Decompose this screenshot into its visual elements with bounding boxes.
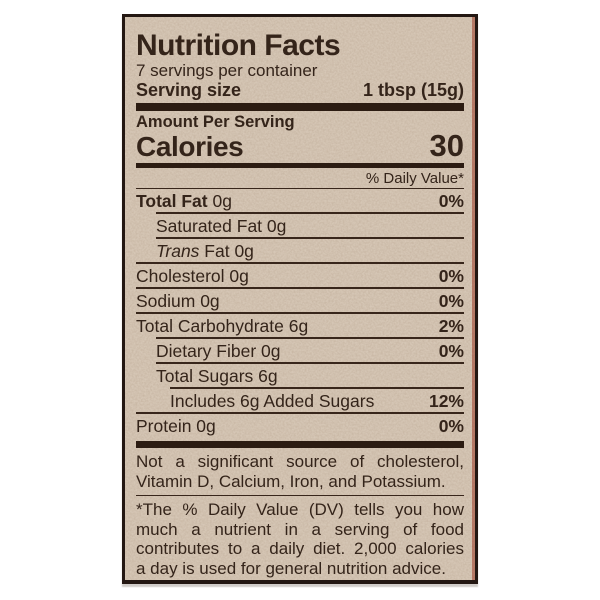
nutrient-row-dietary-fiber: Dietary Fiber 0g 0% bbox=[136, 339, 464, 364]
nutrient-value: 12% bbox=[428, 391, 464, 411]
nutrient-value: 0% bbox=[438, 291, 464, 311]
nutrient-value: 0% bbox=[438, 341, 464, 361]
label-title: Nutrition Facts bbox=[136, 29, 341, 62]
nutrient-name: Dietary Fiber 0g bbox=[156, 341, 281, 361]
serving-size-value: 1 tbsp (15g) bbox=[362, 80, 464, 100]
nutrient-name: Sodium 0g bbox=[136, 291, 220, 311]
nutrient-row-added-sugars: Includes 6g Added Sugars 12% bbox=[136, 389, 464, 414]
servings-per-container: 7 servings per container bbox=[136, 61, 318, 80]
label-content: Nutrition Facts 7 servings per container… bbox=[125, 31, 475, 594]
nutrient-row-trans-fat: Trans Fat 0g bbox=[136, 239, 464, 264]
nutrient-name: Total Sugars 6g bbox=[156, 366, 278, 386]
nutrient-name: Includes 6g Added Sugars bbox=[170, 391, 375, 411]
amount-per-serving: Amount Per Serving bbox=[136, 113, 295, 131]
nutrition-facts-label: Nutrition Facts 7 servings per container… bbox=[122, 14, 478, 584]
calories-value: 30 bbox=[429, 128, 464, 163]
calories-row: Calories 30 bbox=[136, 128, 464, 163]
daily-value-footnote: *The % Daily Value (DV) tells you how mu… bbox=[136, 500, 464, 578]
footnote-line: contributes to a daily diet. 2,000 calor… bbox=[136, 539, 464, 558]
nutrient-name: Cholesterol 0g bbox=[136, 266, 249, 286]
nutrient-name: Total Fat 0g bbox=[136, 191, 232, 211]
thick-divider-bottom bbox=[136, 441, 464, 448]
nutrient-name: Total Carbohydrate 6g bbox=[136, 316, 309, 336]
note-line: Not a significant source of cholesterol, bbox=[136, 452, 464, 471]
nutrient-row-total-fat: Total Fat 0g 0% bbox=[136, 189, 464, 214]
thick-divider-top bbox=[136, 103, 464, 111]
nutrient-name: Saturated Fat 0g bbox=[156, 216, 287, 236]
footnote-line: much a nutrient in a serving of food bbox=[136, 519, 464, 539]
nutrient-value: 0% bbox=[438, 416, 464, 436]
serving-size-row: Serving size 1 tbsp (15g) bbox=[136, 80, 464, 100]
nutrient-value: 0% bbox=[438, 266, 464, 286]
nutrient-row-cholesterol: Cholesterol 0g 0% bbox=[136, 264, 464, 289]
footnote-line: a day is used for general nutrition advi… bbox=[136, 558, 446, 578]
serving-size-label: Serving size bbox=[136, 80, 242, 100]
nutrient-row-saturated-fat: Saturated Fat 0g bbox=[136, 214, 464, 239]
nutrient-value: 0% bbox=[438, 191, 464, 211]
daily-value-header: % Daily Value* bbox=[136, 170, 464, 189]
nutrient-name: Trans Fat 0g bbox=[156, 241, 254, 261]
nutrient-row-protein: Protein 0g 0% bbox=[136, 414, 464, 439]
nutrient-row-total-carbohydrate: Total Carbohydrate 6g 2% bbox=[136, 314, 464, 339]
calories-label: Calories bbox=[136, 131, 244, 162]
nutrient-row-sodium: Sodium 0g 0% bbox=[136, 289, 464, 314]
nutrient-value: 2% bbox=[438, 316, 464, 336]
note-line: Vitamin D, Calcium, Iron, and Potassium. bbox=[136, 471, 446, 491]
nutrient-row-total-sugars: Total Sugars 6g bbox=[136, 364, 464, 389]
footnote-line: *The % Daily Value (DV) tells you how bbox=[136, 500, 464, 519]
medium-divider bbox=[136, 163, 464, 168]
nutrient-name: Protein 0g bbox=[136, 416, 216, 436]
not-significant-note: Not a significant source of cholesterol,… bbox=[136, 452, 464, 496]
